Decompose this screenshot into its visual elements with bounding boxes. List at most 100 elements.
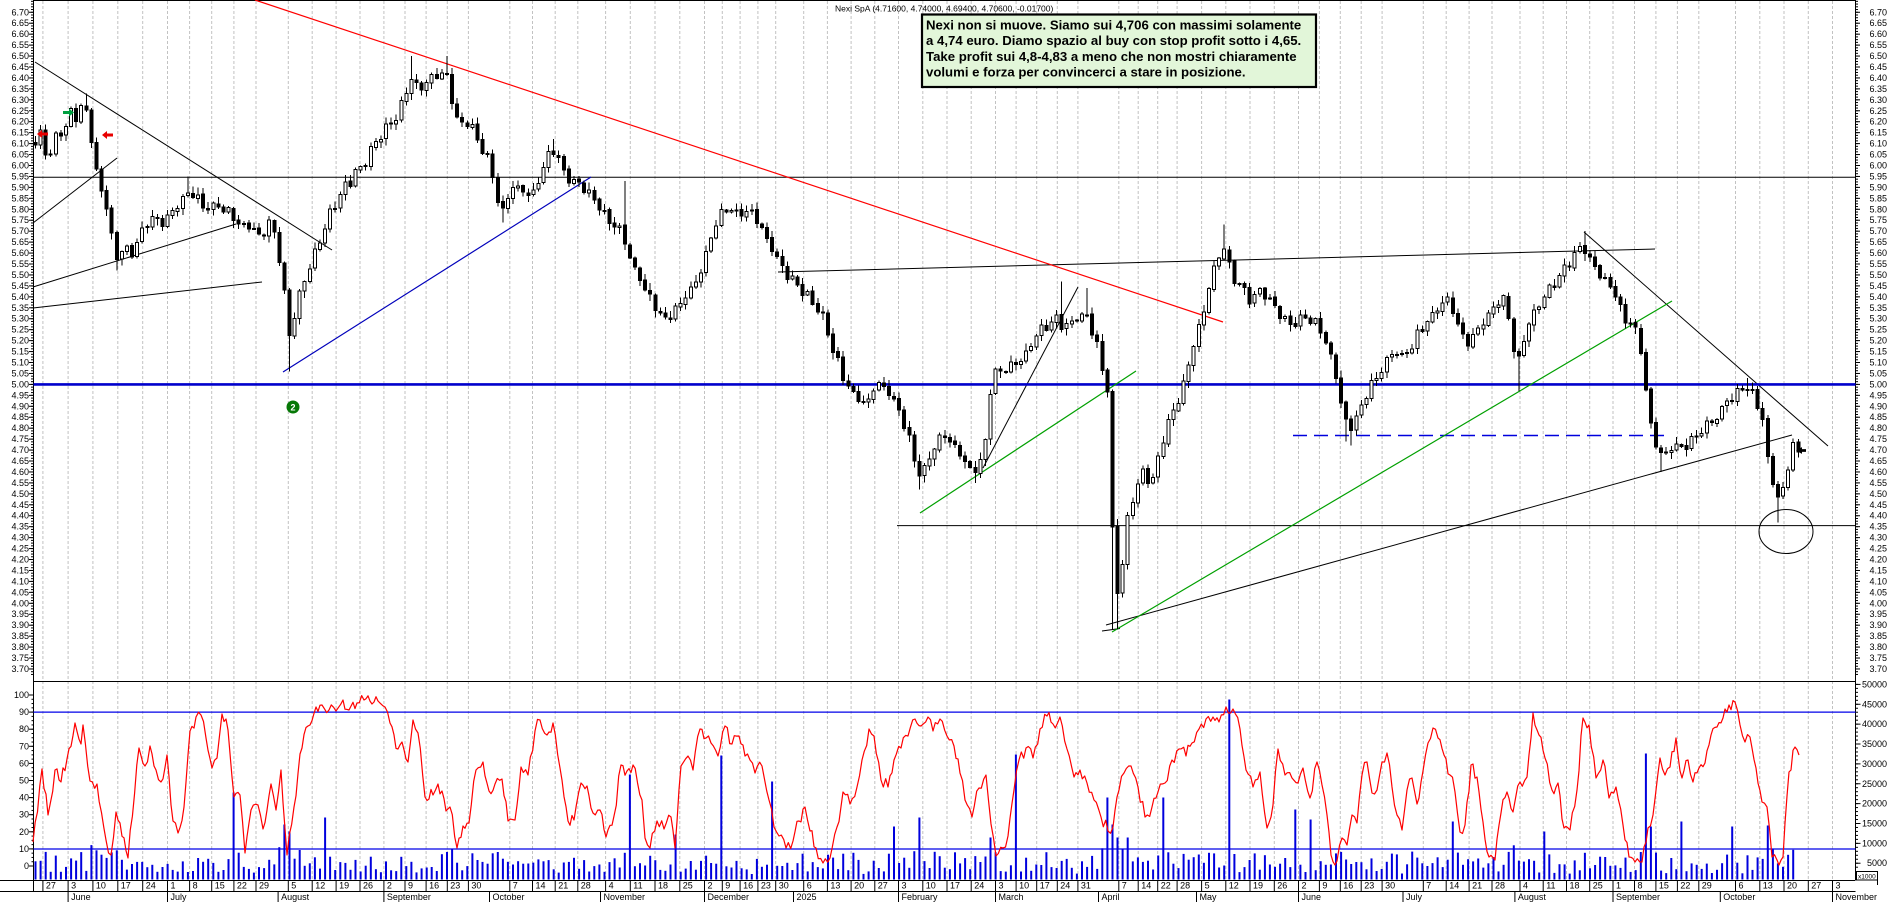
svg-text:12: 12 — [1229, 881, 1239, 891]
svg-text:4.65: 4.65 — [1869, 456, 1887, 466]
svg-text:28: 28 — [581, 881, 591, 891]
svg-text:29: 29 — [1702, 881, 1712, 891]
svg-text:3.80: 3.80 — [1869, 642, 1887, 652]
svg-text:20000: 20000 — [1862, 799, 1887, 809]
svg-text:5.80: 5.80 — [1869, 204, 1887, 214]
svg-text:June: June — [71, 892, 91, 902]
svg-text:16: 16 — [1343, 881, 1353, 891]
svg-text:70: 70 — [19, 741, 29, 751]
svg-text:5.90: 5.90 — [11, 182, 29, 192]
svg-text:6.05: 6.05 — [11, 150, 29, 160]
svg-text:4.95: 4.95 — [1869, 390, 1887, 400]
svg-text:2: 2 — [290, 403, 295, 413]
svg-text:4.75: 4.75 — [1869, 434, 1887, 444]
svg-text:6.00: 6.00 — [11, 161, 29, 171]
svg-text:19: 19 — [339, 881, 349, 891]
svg-text:Nexi non si muove. Siamo sui 4: Nexi non si muove. Siamo sui 4,706 con m… — [926, 18, 1301, 33]
svg-text:2025: 2025 — [797, 892, 817, 902]
svg-text:3.75: 3.75 — [1869, 653, 1887, 663]
svg-text:4.85: 4.85 — [1869, 412, 1887, 422]
svg-text:4.20: 4.20 — [1869, 555, 1887, 565]
svg-text:8: 8 — [1638, 881, 1643, 891]
svg-text:1: 1 — [1616, 881, 1621, 891]
svg-text:25: 25 — [1593, 881, 1603, 891]
svg-text:5.90: 5.90 — [1869, 182, 1887, 192]
svg-text:4.70: 4.70 — [11, 445, 29, 455]
svg-text:27: 27 — [878, 881, 888, 891]
svg-text:6.10: 6.10 — [11, 139, 29, 149]
svg-text:6.70: 6.70 — [1869, 7, 1887, 17]
svg-text:5.05: 5.05 — [11, 369, 29, 379]
svg-text:4.30: 4.30 — [1869, 533, 1887, 543]
svg-text:10: 10 — [1019, 881, 1029, 891]
svg-text:3.95: 3.95 — [11, 609, 29, 619]
svg-text:September: September — [1616, 892, 1660, 902]
svg-text:4.95: 4.95 — [11, 390, 29, 400]
svg-text:16: 16 — [429, 881, 439, 891]
svg-text:4.80: 4.80 — [11, 423, 29, 433]
svg-text:26: 26 — [1277, 881, 1287, 891]
svg-text:4.45: 4.45 — [1869, 500, 1887, 510]
svg-text:May: May — [1200, 892, 1218, 902]
svg-text:6.40: 6.40 — [11, 73, 29, 83]
svg-text:5.25: 5.25 — [11, 325, 29, 335]
svg-text:5.70: 5.70 — [11, 226, 29, 236]
svg-text:30: 30 — [19, 810, 29, 820]
svg-text:5.50: 5.50 — [1869, 270, 1887, 280]
svg-text:20: 20 — [19, 827, 29, 837]
svg-text:5.30: 5.30 — [1869, 314, 1887, 324]
svg-text:21: 21 — [1472, 881, 1482, 891]
svg-text:4.40: 4.40 — [11, 511, 29, 521]
svg-text:4.65: 4.65 — [11, 456, 29, 466]
svg-text:3.70: 3.70 — [1869, 664, 1887, 674]
svg-text:August: August — [1518, 892, 1547, 902]
svg-text:31: 31 — [1081, 881, 1091, 891]
svg-text:5.60: 5.60 — [11, 248, 29, 258]
svg-text:6.45: 6.45 — [11, 62, 29, 72]
svg-text:17: 17 — [121, 881, 131, 891]
svg-text:5.50: 5.50 — [11, 270, 29, 280]
svg-text:6.50: 6.50 — [1869, 51, 1887, 61]
svg-text:13: 13 — [1763, 881, 1773, 891]
svg-text:6.25: 6.25 — [1869, 106, 1887, 116]
svg-text:4.20: 4.20 — [11, 555, 29, 565]
svg-text:6.50: 6.50 — [11, 51, 29, 61]
svg-text:30: 30 — [779, 881, 789, 891]
svg-text:2: 2 — [387, 881, 392, 891]
svg-text:3: 3 — [902, 881, 907, 891]
svg-text:5.75: 5.75 — [1869, 215, 1887, 225]
svg-text:6.00: 6.00 — [1869, 161, 1887, 171]
svg-text:5.20: 5.20 — [1869, 336, 1887, 346]
svg-text:80: 80 — [19, 724, 29, 734]
svg-text:5.60: 5.60 — [1869, 248, 1887, 258]
svg-text:5.65: 5.65 — [1869, 237, 1887, 247]
svg-text:10: 10 — [96, 881, 106, 891]
svg-text:4.00: 4.00 — [1869, 598, 1887, 608]
svg-text:5.85: 5.85 — [11, 193, 29, 203]
svg-text:3.95: 3.95 — [1869, 609, 1887, 619]
svg-text:4.50: 4.50 — [1869, 489, 1887, 499]
svg-text:5: 5 — [291, 881, 296, 891]
svg-text:5.10: 5.10 — [11, 358, 29, 368]
svg-text:a 4,74 euro. Diamo spazio al: a 4,74 euro. Diamo spazio al buy con sto… — [926, 33, 1301, 48]
svg-text:3: 3 — [71, 881, 76, 891]
svg-text:volumi e forza per convincerci: volumi e forza per convincerci a stare i… — [926, 65, 1246, 80]
svg-text:4.40: 4.40 — [1869, 511, 1887, 521]
svg-text:6.35: 6.35 — [11, 84, 29, 94]
svg-text:5.80: 5.80 — [11, 204, 29, 214]
svg-text:Nexi SpA (4.71600, 4.74000, 4.: Nexi SpA (4.71600, 4.74000, 4.69400, 4.7… — [835, 4, 1054, 14]
svg-text:24: 24 — [1060, 881, 1070, 891]
svg-text:March: March — [999, 892, 1024, 902]
svg-text:4.90: 4.90 — [1869, 401, 1887, 411]
svg-text:5.20: 5.20 — [11, 336, 29, 346]
svg-text:5.40: 5.40 — [11, 292, 29, 302]
svg-text:6.05: 6.05 — [1869, 150, 1887, 160]
svg-text:15000: 15000 — [1862, 819, 1887, 829]
svg-text:August: August — [281, 892, 310, 902]
svg-text:4.10: 4.10 — [1869, 576, 1887, 586]
svg-text:5.95: 5.95 — [1869, 171, 1887, 181]
svg-text:6.15: 6.15 — [11, 128, 29, 138]
svg-text:9: 9 — [408, 881, 413, 891]
svg-text:3: 3 — [999, 881, 1004, 891]
svg-text:5.65: 5.65 — [11, 237, 29, 247]
